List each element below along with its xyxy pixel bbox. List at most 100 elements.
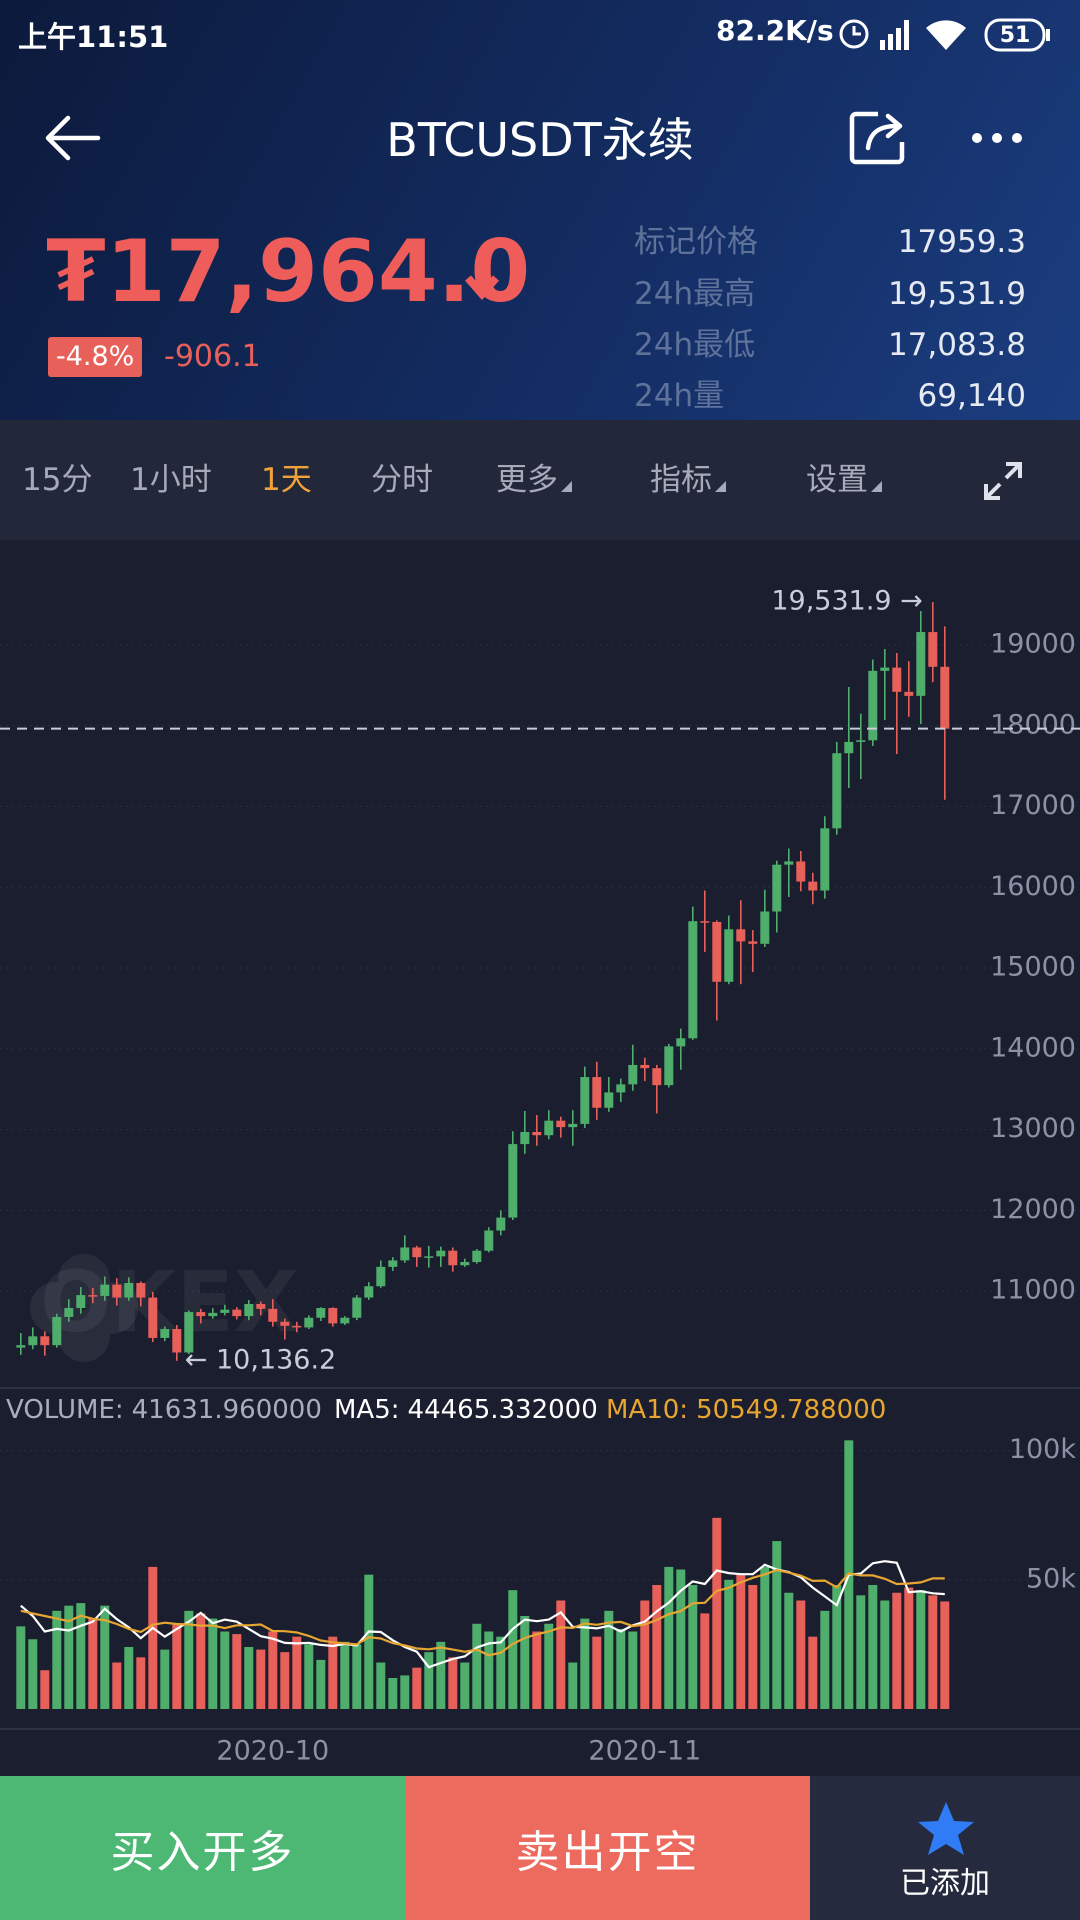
volume-bar — [676, 1569, 686, 1709]
down-arrow — [464, 250, 500, 300]
volume-bar — [52, 1610, 62, 1709]
candle-body — [244, 1304, 254, 1317]
sell-button[interactable]: 卖出开空 — [405, 1776, 810, 1920]
volume-bar — [496, 1636, 506, 1709]
volume-bar — [352, 1644, 362, 1709]
volume-bar — [892, 1592, 902, 1709]
candle-body — [676, 1038, 686, 1047]
volume-bar — [820, 1610, 830, 1709]
candle-body — [820, 828, 830, 891]
header-panel: 上午11:51 82.2K/s 51 BTCUSDT永续 ₮17,964.0 -… — [0, 0, 1080, 420]
candle-body — [28, 1336, 38, 1346]
y-tick-label: 17000 — [990, 790, 1076, 821]
dropdown-caret — [871, 481, 882, 492]
y-tick-label: 50k — [1026, 1563, 1076, 1594]
fullscreen-button[interactable] — [982, 460, 1024, 502]
volume-bar — [748, 1585, 758, 1709]
candle-body — [784, 861, 794, 865]
candle-body — [796, 861, 806, 882]
battery-tip — [1046, 29, 1050, 41]
volume-bar — [400, 1675, 410, 1709]
kline-chart: 11000 12000 13000 14000 15000 16000 17000 18000… — [0, 540, 1080, 1776]
volume-bar — [28, 1639, 38, 1709]
tab[interactable]: 15分 — [22, 462, 93, 498]
volume-bar — [736, 1574, 746, 1709]
volume-bar — [916, 1590, 926, 1709]
tab-label: 设置 — [806, 462, 868, 498]
candle-body — [856, 740, 866, 742]
tab-dropdown[interactable]: 指标 — [650, 460, 726, 500]
back-button[interactable] — [44, 112, 104, 164]
candle-body — [256, 1304, 266, 1309]
volume-bar — [364, 1574, 374, 1709]
candle-body — [616, 1084, 626, 1093]
volume-bar — [340, 1641, 350, 1709]
volume-bar — [328, 1636, 338, 1709]
candle-body — [808, 881, 818, 891]
candle-body — [868, 670, 878, 741]
tab[interactable]: 1小时 — [130, 462, 212, 498]
volume-bar — [88, 1618, 98, 1709]
signal-icon — [880, 20, 909, 50]
more-button[interactable] — [970, 128, 1024, 148]
y-tick-label: 11000 — [990, 1275, 1076, 1306]
tab-dropdown[interactable]: 设置 — [806, 460, 882, 500]
candle-body — [160, 1329, 170, 1338]
indicator-legend: MA10: 50549.788000 — [606, 1395, 886, 1425]
candle-body — [64, 1308, 74, 1317]
tab-active[interactable]: 1天 — [261, 462, 312, 498]
candle-body — [292, 1325, 302, 1328]
volume-bar — [556, 1600, 566, 1709]
candle-body — [484, 1230, 494, 1251]
share-button[interactable] — [848, 108, 908, 168]
candle-body — [940, 666, 950, 729]
volume-bar — [460, 1662, 470, 1709]
candle-body — [196, 1312, 206, 1317]
candle-body — [844, 741, 854, 754]
alarm-icon — [839, 19, 869, 49]
volume-bar — [760, 1566, 770, 1709]
candle-body — [16, 1345, 26, 1348]
candle-body — [280, 1321, 290, 1326]
buy-button[interactable]: 买入开多 — [0, 1776, 405, 1920]
y-tick-label: 19000 — [990, 628, 1076, 659]
watch-button[interactable]: 已添加 — [810, 1776, 1080, 1920]
battery-level: 51 — [1000, 23, 1031, 48]
volume-bar — [508, 1590, 518, 1709]
candle-body — [436, 1250, 446, 1257]
indicator-legend: VOLUME: 41631.960000 — [6, 1395, 322, 1425]
tab[interactable]: 分时 — [371, 462, 433, 498]
candle-body — [832, 753, 842, 829]
volume-bar — [388, 1678, 398, 1709]
candle-body — [724, 929, 734, 982]
legend-name: VOLUME: — [6, 1395, 124, 1425]
volume-bar — [208, 1618, 218, 1709]
volume-bar — [484, 1631, 494, 1709]
y-tick-label: 14000 — [990, 1032, 1076, 1063]
last-price: ₮17,964.0 — [46, 222, 531, 322]
status-time: 上午11:51 — [18, 20, 169, 54]
legend-value: 44465.332000 — [408, 1395, 598, 1425]
volume-bar — [112, 1662, 122, 1709]
tab-dropdown[interactable]: 更多 — [496, 460, 572, 500]
candle-body — [688, 921, 698, 1039]
candle-body — [892, 667, 902, 692]
volume-bar — [940, 1601, 950, 1709]
candle-body — [88, 1295, 98, 1297]
network-speed: 82.2K/s — [716, 14, 834, 47]
candle-body — [304, 1317, 314, 1328]
ma-line — [20, 1568, 945, 1657]
candle-body — [184, 1312, 194, 1353]
volume-bar — [232, 1634, 242, 1709]
candle-body — [376, 1266, 386, 1287]
volume-bar — [184, 1610, 194, 1709]
candle-body — [112, 1284, 122, 1298]
volume-bar — [136, 1657, 146, 1709]
y-tick-label: 13000 — [990, 1113, 1076, 1144]
legend-name: MA5: — [334, 1395, 400, 1425]
candle-body — [268, 1308, 278, 1322]
candle-body — [568, 1123, 578, 1128]
candle-body — [388, 1260, 398, 1267]
candle-body — [328, 1308, 338, 1324]
low-label: ← 10,136.2 — [185, 1344, 336, 1375]
